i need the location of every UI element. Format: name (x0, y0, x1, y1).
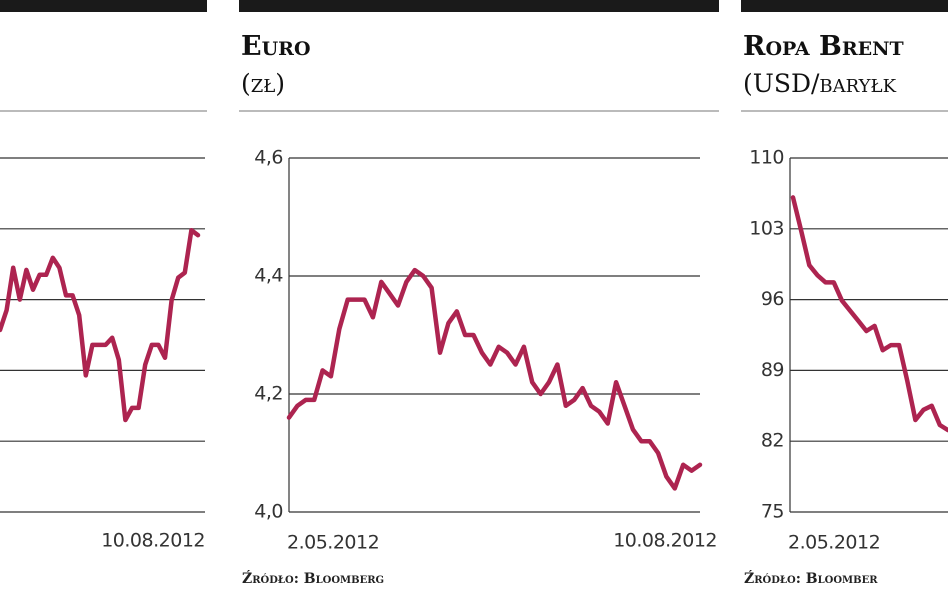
y-tick-label: 103 (749, 217, 784, 239)
y-tick-label: 4,0 (254, 501, 283, 523)
chart-panel: Ropa Brent (USD/baryłk 75 82 89 96 103 110 2.05.… (741, 0, 948, 587)
data-line (286, 267, 703, 491)
source: Źródło: Bloomberg (242, 569, 384, 587)
y-tick-label: 75 (761, 501, 784, 523)
x-tick-label: 2.05.2012 (788, 532, 880, 554)
x-tick-label: 10.08.2012 (101, 530, 205, 552)
chart-panel: Euro (zł) 4,0 4,2 4,4 4,6 2.05.2012 10.08.2012 Ź… (239, 0, 719, 587)
x-tick-label: 2.05.2012 (287, 532, 379, 554)
data-line (0, 227, 201, 423)
chart-subtitle: (zł) (241, 69, 285, 98)
chart-panel: 10.08.2012 (0, 0, 207, 552)
header-bar (239, 0, 719, 12)
chart-title: Ropa Brent (743, 31, 904, 62)
y-tick-label: 96 (761, 288, 784, 310)
header-bar (0, 0, 207, 12)
data-line (790, 195, 948, 433)
header-bar (741, 0, 948, 12)
y-tick-label: 82 (761, 430, 784, 452)
source: Źródło: Bloomber (744, 569, 878, 587)
y-tick-label: 4,2 (254, 383, 283, 405)
y-tick-label: 4,6 (254, 147, 283, 169)
y-tick-label: 110 (749, 147, 784, 169)
chart-subtitle: (USD/baryłk (743, 69, 897, 98)
x-tick-label: 10.08.2012 (613, 530, 717, 552)
chart-title: Euro (241, 31, 311, 62)
y-tick-label: 4,4 (254, 265, 283, 287)
y-tick-label: 89 (761, 359, 784, 381)
